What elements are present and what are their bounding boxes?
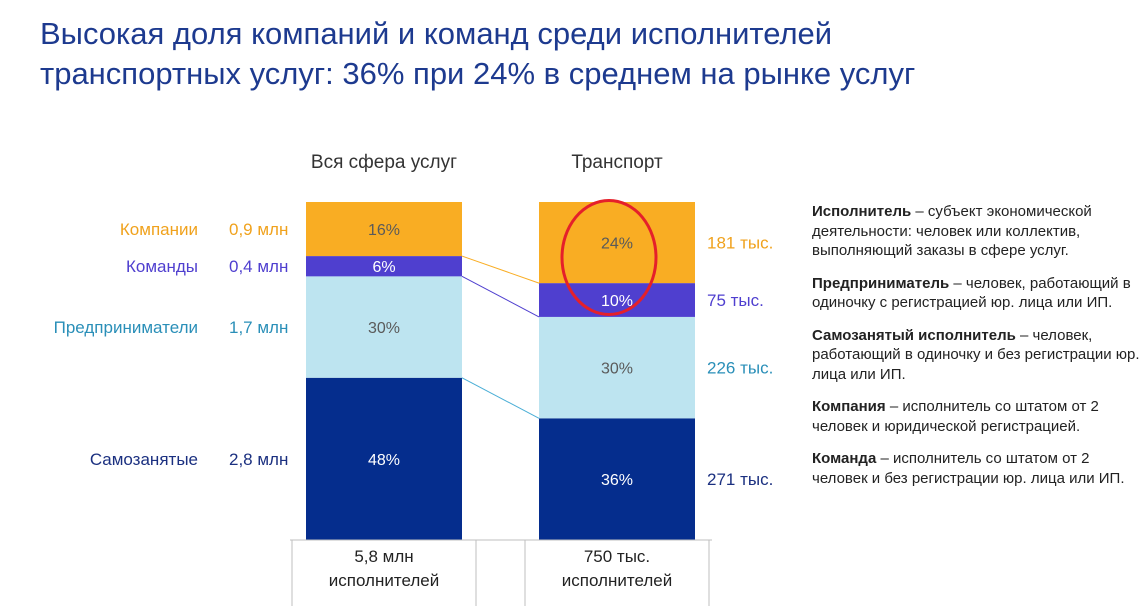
legend-label-предприниматели: Предприниматели <box>54 318 198 337</box>
category-label: Вся сфера услуг <box>311 152 457 173</box>
category-total-label: исполнителей <box>562 571 672 590</box>
bar-segment-самозанятые <box>539 418 695 540</box>
definition-text: – человек, работающий в одиночку с регис… <box>812 274 1131 312</box>
definition-item: Компания – исполнитель со штатом от 2 че… <box>812 397 1142 436</box>
definition-term: Команда <box>812 450 877 467</box>
category-label: Транспорт <box>571 152 663 173</box>
bar-value-label: 48% <box>368 452 400 469</box>
legend-label-самозанятые: Самозанятые <box>90 450 198 469</box>
absolute-value-label: 1,7 млн <box>229 318 288 337</box>
definition-text: – человек, работающий в одиночку и без р… <box>812 326 1140 383</box>
definition-text: – субъект экономической деятельности: че… <box>812 203 1092 259</box>
absolute-value-label: 0,9 млн <box>229 220 288 239</box>
definition-term: Предприниматель <box>812 274 950 292</box>
bar-value-label: 6% <box>372 259 395 276</box>
bar-segment-предприниматели <box>306 276 462 378</box>
absolute-value-label: 271 тыс. <box>707 470 773 489</box>
bar-segment-самозанятые <box>306 377 462 540</box>
slide-title: Высокая доля компаний и команд среди исп… <box>40 14 1040 94</box>
stacked-bar-chart: 48% 30% 6% 16% Вся сфера услуг 5,8 млн исполни… <box>54 152 773 606</box>
definition-text: – исполнитель со штатом от 2 человек и ю… <box>812 398 1099 435</box>
category-total-label: исполнителей <box>329 571 439 590</box>
connector-line-команды <box>461 255 540 284</box>
bar-segment-компании <box>306 202 462 257</box>
title-line-1: Высокая доля компаний и команд среди исп… <box>40 16 833 51</box>
absolute-value-label: 75 тыс. <box>707 291 764 310</box>
definition-text: – исполнитель со штатом от 2 человек и б… <box>812 450 1125 487</box>
legend-label-команды: Команды <box>126 257 198 276</box>
definition-item: Команда – исполнитель со штатом от 2 чел… <box>812 449 1142 488</box>
definition-item: Исполнитель – субъект экономической деят… <box>812 202 1142 261</box>
bar-value-label: 16% <box>368 222 400 239</box>
definition-term: Компания <box>812 398 886 415</box>
definition-term: Исполнитель <box>812 203 912 220</box>
bar-segment-команды <box>306 256 462 277</box>
definitions-panel: Исполнитель – субъект экономической деят… <box>812 202 1142 501</box>
definition-term: Самозанятый исполнитель <box>812 326 1016 344</box>
bar-value-label: 36% <box>601 472 633 489</box>
title-line-2: транспортных услуг: 36% при 24% в средне… <box>40 56 916 91</box>
bar-value-label: 24% <box>601 236 633 253</box>
connector-line-самозанятые <box>461 377 540 419</box>
bar-segment-предприниматели <box>539 316 695 419</box>
highlight-circle <box>560 198 658 316</box>
bar-value-label: 10% <box>601 293 633 310</box>
bar-value-label: 30% <box>601 361 633 378</box>
absolute-value-label: 181 тыс. <box>707 234 773 253</box>
legend-label-компании: Компании <box>120 220 198 239</box>
absolute-value-label: 226 тыс. <box>707 359 773 378</box>
definition-item: Предприниматель – человек, работающий в … <box>812 274 1142 313</box>
connector-line-предприниматели <box>461 275 540 318</box>
category-total-label: 5,8 млн <box>354 547 413 566</box>
absolute-value-label: 2,8 млн <box>229 450 288 469</box>
bar-value-label: 30% <box>368 320 400 337</box>
bar-segment-команды <box>539 283 695 317</box>
definition-item: Самозанятый исполнитель – человек, работ… <box>812 326 1142 385</box>
absolute-value-label: 0,4 млн <box>229 257 288 276</box>
category-total-label: 750 тыс. <box>584 547 650 566</box>
